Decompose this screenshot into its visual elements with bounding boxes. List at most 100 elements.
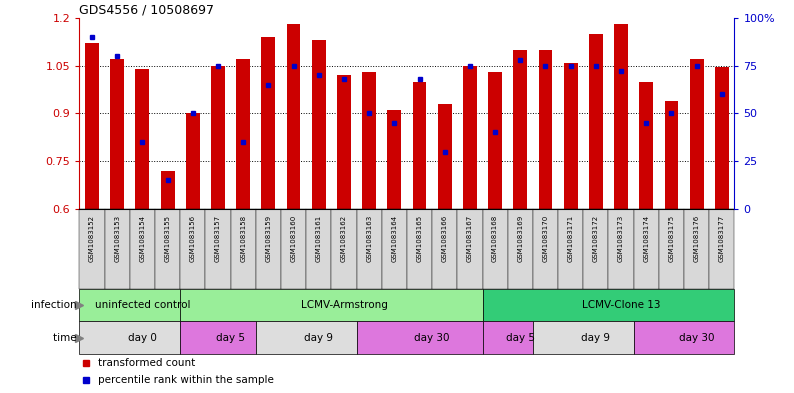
Text: time: time (52, 332, 79, 343)
Text: GSM1083169: GSM1083169 (518, 215, 523, 263)
Bar (85, 44, 99, 209)
Text: GSM1083166: GSM1083166 (441, 215, 448, 263)
Bar (105, 209, 129, 289)
Bar (357, 321, 483, 354)
Text: GSM1083162: GSM1083162 (341, 215, 347, 262)
Text: day 30: day 30 (414, 332, 450, 343)
Bar (432, 209, 457, 289)
Bar (715, 67, 729, 209)
Bar (614, 24, 628, 209)
Bar (709, 209, 734, 289)
Text: day 5: day 5 (216, 332, 245, 343)
Bar (608, 209, 634, 289)
Text: LCMV-Armstrong: LCMV-Armstrong (300, 300, 387, 310)
Bar (514, 50, 527, 209)
Bar (483, 289, 734, 321)
Bar (306, 209, 331, 289)
Text: uninfected control: uninfected control (94, 300, 190, 310)
Bar (634, 209, 659, 289)
Text: GSM1083164: GSM1083164 (391, 215, 397, 262)
Bar (180, 321, 256, 354)
Bar (287, 24, 300, 209)
Bar (533, 321, 634, 354)
Bar (337, 75, 351, 209)
Bar (357, 209, 382, 289)
Bar (136, 69, 149, 209)
Bar (407, 209, 432, 289)
Bar (237, 59, 250, 209)
Bar (665, 101, 678, 209)
Text: GSM1083171: GSM1083171 (568, 215, 574, 263)
Bar (457, 209, 483, 289)
Text: percentile rank within the sample: percentile rank within the sample (98, 375, 274, 384)
Bar (206, 209, 230, 289)
Text: day 5: day 5 (506, 332, 535, 343)
Bar (180, 209, 206, 289)
Text: GSM1083152: GSM1083152 (89, 215, 95, 262)
Text: GSM1083161: GSM1083161 (316, 215, 322, 263)
Bar (639, 82, 653, 209)
Text: GSM1083154: GSM1083154 (140, 215, 145, 262)
Text: GSM1083172: GSM1083172 (593, 215, 599, 262)
Bar (331, 209, 357, 289)
Text: infection: infection (30, 300, 79, 310)
Bar (483, 321, 533, 354)
Bar (488, 72, 502, 209)
Bar (538, 50, 553, 209)
Text: day 0: day 0 (128, 332, 157, 343)
Bar (186, 113, 200, 209)
Text: GSM1083175: GSM1083175 (669, 215, 674, 262)
Bar (155, 209, 180, 289)
Text: GSM1083153: GSM1083153 (114, 215, 120, 262)
Bar (507, 209, 533, 289)
Text: GSM1083156: GSM1083156 (190, 215, 196, 262)
Text: GSM1083158: GSM1083158 (240, 215, 246, 262)
Bar (256, 209, 281, 289)
Bar (589, 34, 603, 209)
Text: GSM1083170: GSM1083170 (542, 215, 549, 263)
Text: GSM1083177: GSM1083177 (719, 215, 725, 263)
Bar (690, 59, 703, 209)
Text: GSM1083159: GSM1083159 (265, 215, 272, 262)
Bar (413, 82, 426, 209)
Bar (160, 171, 175, 209)
Text: GSM1083157: GSM1083157 (215, 215, 221, 262)
Bar (684, 209, 709, 289)
Text: GDS4556 / 10508697: GDS4556 / 10508697 (79, 4, 214, 17)
Bar (180, 289, 483, 321)
Text: GSM1083173: GSM1083173 (618, 215, 624, 263)
Bar (261, 37, 276, 209)
Text: GSM1083176: GSM1083176 (694, 215, 700, 263)
Text: LCMV-Clone 13: LCMV-Clone 13 (582, 300, 661, 310)
Bar (533, 209, 558, 289)
Bar (211, 66, 225, 209)
Bar (79, 289, 180, 321)
Bar (362, 72, 376, 209)
Bar (483, 209, 507, 289)
Bar (79, 321, 180, 354)
Bar (129, 209, 155, 289)
Text: day 9: day 9 (304, 332, 333, 343)
Bar (382, 209, 407, 289)
Bar (659, 209, 684, 289)
Text: GSM1083168: GSM1083168 (492, 215, 498, 263)
Bar (463, 66, 477, 209)
Bar (558, 209, 584, 289)
Bar (256, 321, 357, 354)
Text: GSM1083155: GSM1083155 (164, 215, 171, 262)
Text: GSM1083167: GSM1083167 (467, 215, 473, 263)
Text: GSM1083163: GSM1083163 (366, 215, 372, 263)
Bar (110, 59, 124, 209)
Bar (584, 209, 608, 289)
Text: day 30: day 30 (679, 332, 715, 343)
Bar (387, 110, 401, 209)
Bar (564, 62, 577, 209)
Text: day 9: day 9 (581, 332, 611, 343)
Bar (281, 209, 306, 289)
Bar (230, 209, 256, 289)
Text: GSM1083165: GSM1083165 (417, 215, 422, 262)
Text: GSM1083160: GSM1083160 (291, 215, 296, 263)
Bar (312, 40, 326, 209)
Text: transformed count: transformed count (98, 358, 195, 367)
Text: GSM1083174: GSM1083174 (643, 215, 649, 262)
